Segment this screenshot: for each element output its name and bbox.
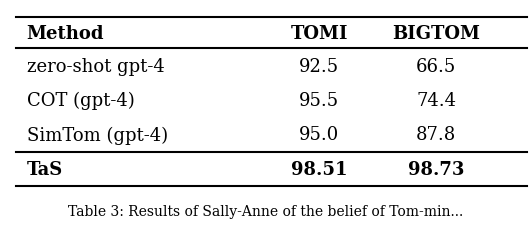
Text: Table 3: Results of Sally-Anne of the belief of Tom-min...: Table 3: Results of Sally-Anne of the be… <box>69 204 463 218</box>
Text: 92.5: 92.5 <box>299 57 339 75</box>
Text: 74.4: 74.4 <box>416 92 456 110</box>
Text: BIGTOM: BIGTOM <box>392 25 480 43</box>
Text: 98.73: 98.73 <box>408 160 464 178</box>
Text: COT (gpt-4): COT (gpt-4) <box>27 91 135 110</box>
Text: 87.8: 87.8 <box>416 126 456 144</box>
Text: TOMI: TOMI <box>290 25 348 43</box>
Text: Method: Method <box>27 25 104 43</box>
Text: 66.5: 66.5 <box>416 57 456 75</box>
Text: SimTom (gpt-4): SimTom (gpt-4) <box>27 126 168 144</box>
Text: 95.0: 95.0 <box>299 126 339 144</box>
Text: 98.51: 98.51 <box>291 160 347 178</box>
Text: zero-shot gpt-4: zero-shot gpt-4 <box>27 57 164 75</box>
Text: TaS: TaS <box>27 160 63 178</box>
Text: 95.5: 95.5 <box>299 92 339 110</box>
